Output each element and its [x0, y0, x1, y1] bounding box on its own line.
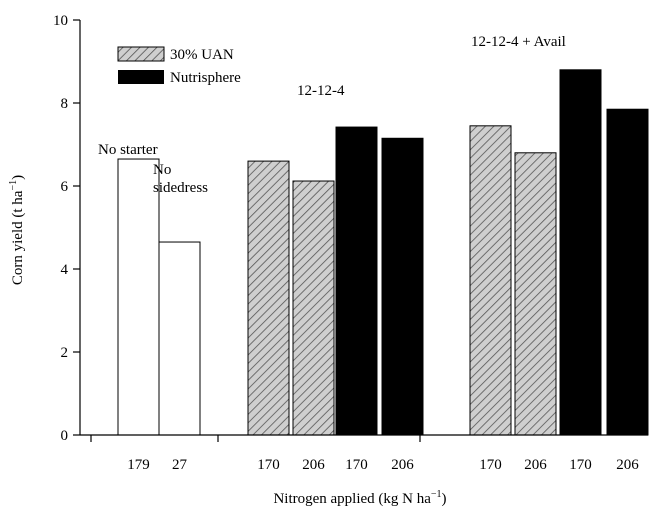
x-tick-label-7: 170: [479, 457, 502, 473]
bar-7: [469, 125, 512, 436]
legend-swatch-uan: [117, 46, 165, 62]
bar-9: [559, 69, 602, 436]
legend-label-uan: 30% UAN: [170, 47, 234, 63]
legend-swatch-nutrisphere: [118, 70, 164, 84]
y-tick-label-4: 8: [61, 96, 69, 112]
bars-layer: [117, 69, 649, 436]
y-axis-title: Corn yield (t ha−1): [8, 175, 26, 285]
annotation-no-starter: No starter: [98, 142, 158, 158]
annotation-12-12-4-avail: 12-12-4 + Avail: [471, 34, 566, 50]
x-tick-label-3: 170: [257, 457, 280, 473]
y-tick-label-0: 0: [61, 428, 69, 444]
bar-6: [381, 137, 424, 436]
x-tick-label-10: 206: [616, 457, 639, 473]
annotation-no: No: [153, 162, 171, 178]
legend-label-nutrisphere: Nutrisphere: [170, 70, 241, 86]
bar-5: [335, 126, 378, 436]
bar-10: [606, 108, 649, 436]
x-axis: 179 27 170 206 170 206 170 206 170 206: [80, 434, 648, 473]
x-tick-label-8: 206: [524, 457, 547, 473]
bar-1: [117, 158, 160, 436]
y-tick-label-5: 10: [53, 13, 68, 29]
x-axis-title: Nitrogen applied (kg N ha−1): [273, 489, 446, 507]
x-tick-label-5: 170: [345, 457, 368, 473]
annotation-sidedress: sidedress: [153, 180, 208, 196]
y-axis: 0 2 4 6 8 10: [53, 13, 81, 444]
x-tick-label-2: 27: [172, 457, 188, 473]
bar-4: [292, 180, 335, 436]
y-tick-label-2: 4: [61, 262, 69, 278]
y-tick-label-1: 2: [61, 345, 69, 361]
bar-2: [158, 241, 201, 436]
x-tick-label-9: 170: [569, 457, 592, 473]
bar-8: [514, 152, 557, 436]
x-tick-label-6: 206: [391, 457, 414, 473]
x-tick-label-4: 206: [302, 457, 325, 473]
bar-3: [247, 160, 290, 436]
annotation-12-12-4: 12-12-4: [297, 83, 345, 99]
legend: 30% UAN Nutrisphere: [117, 46, 241, 86]
y-tick-label-3: 6: [61, 179, 69, 195]
x-tick-label-1: 179: [127, 457, 150, 473]
